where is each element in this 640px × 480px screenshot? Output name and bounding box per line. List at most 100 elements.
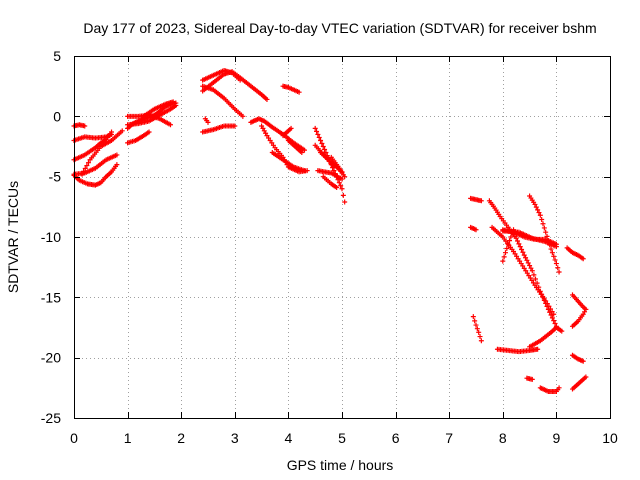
data-point xyxy=(548,312,554,318)
data-point xyxy=(301,168,307,174)
data-point xyxy=(551,253,557,259)
data-point xyxy=(523,255,529,261)
data-point xyxy=(580,358,586,364)
x-tick-label: 6 xyxy=(392,430,400,446)
data-point xyxy=(532,201,538,207)
x-tick-label: 9 xyxy=(553,430,561,446)
data-point xyxy=(473,322,479,328)
data-point xyxy=(472,318,478,324)
data-point xyxy=(319,140,325,146)
data-point xyxy=(525,260,531,266)
data-point xyxy=(84,163,90,169)
data-point xyxy=(548,306,554,312)
x-tick-label: 4 xyxy=(285,430,293,446)
x-tick-label: 7 xyxy=(445,430,453,446)
data-point xyxy=(342,199,348,205)
data-point xyxy=(507,238,512,244)
data-point xyxy=(529,376,535,382)
data-point xyxy=(318,137,324,143)
data-point xyxy=(478,198,484,204)
data-point xyxy=(528,265,534,271)
data-point xyxy=(535,346,541,352)
data-point xyxy=(508,234,514,240)
data-point xyxy=(81,168,87,174)
x-tick-label: 8 xyxy=(499,430,507,446)
data-point xyxy=(515,238,521,244)
data-point xyxy=(553,261,559,267)
y-tick-label: -10 xyxy=(41,229,61,245)
y-axis-label: SDTVAR / TECUs xyxy=(5,181,21,293)
x-tick-labels: 0 1 2 3 4 5 6 7 8 9 10 xyxy=(70,430,618,446)
x-tick-label: 1 xyxy=(124,430,132,446)
data-point xyxy=(541,225,547,231)
data-point xyxy=(555,265,561,271)
data-point xyxy=(336,180,342,186)
data-point xyxy=(533,204,539,210)
data-point xyxy=(531,272,537,278)
x-tick-label: 5 xyxy=(338,430,346,446)
data-point xyxy=(543,229,549,235)
data-point xyxy=(544,301,550,307)
data-point xyxy=(167,122,173,128)
data-point xyxy=(547,309,553,315)
data-point xyxy=(316,134,322,140)
data-point xyxy=(540,221,546,227)
data-point xyxy=(532,276,538,282)
data-point xyxy=(323,150,329,156)
data-point xyxy=(549,315,555,321)
x-tick-label: 10 xyxy=(602,430,618,446)
data-point xyxy=(339,169,345,175)
data-point xyxy=(516,241,522,247)
data-point xyxy=(527,263,533,269)
data-point xyxy=(524,257,530,263)
y-tick-label: 5 xyxy=(53,48,61,64)
x-tick-label: 2 xyxy=(177,430,185,446)
axis-ticks xyxy=(74,56,611,419)
data-point xyxy=(529,268,535,274)
data-point xyxy=(240,113,246,119)
data-point xyxy=(547,242,553,248)
data-point xyxy=(301,147,307,153)
chart-title: Day 177 of 2023, Sidereal Day-to-day VTE… xyxy=(83,20,596,36)
data-point xyxy=(556,269,562,275)
data-point xyxy=(114,152,120,158)
data-point xyxy=(232,123,238,129)
data-point xyxy=(342,174,348,180)
data-point xyxy=(320,144,326,149)
data-point xyxy=(553,244,559,250)
data-point xyxy=(517,244,523,250)
data-point xyxy=(556,385,562,391)
data-point xyxy=(546,303,552,309)
data-point xyxy=(502,250,508,256)
data-point xyxy=(535,207,541,213)
data-point xyxy=(536,210,542,216)
data-point xyxy=(205,119,211,125)
data-point xyxy=(478,338,484,344)
data-point xyxy=(539,217,545,223)
data-point xyxy=(339,186,345,192)
data-point xyxy=(537,212,543,218)
data-point xyxy=(340,192,346,198)
data-point xyxy=(477,334,483,340)
data-point xyxy=(170,99,176,105)
data-point xyxy=(114,162,120,168)
data-point xyxy=(544,233,550,239)
data-point xyxy=(504,245,510,251)
data-point xyxy=(519,246,525,252)
data-point xyxy=(299,150,305,156)
data-point xyxy=(543,298,549,304)
y-tick-label: -5 xyxy=(49,169,62,185)
data-point xyxy=(314,128,320,134)
data-point xyxy=(322,147,328,153)
data-point xyxy=(470,314,476,320)
x-tick-label: 0 xyxy=(70,430,78,446)
data-point xyxy=(548,246,554,252)
data-point xyxy=(500,258,506,264)
data-point xyxy=(146,129,152,135)
data-point xyxy=(338,183,344,189)
data-point xyxy=(583,374,589,380)
data-point xyxy=(551,311,557,317)
data-point xyxy=(505,241,511,247)
data-point xyxy=(82,165,88,171)
